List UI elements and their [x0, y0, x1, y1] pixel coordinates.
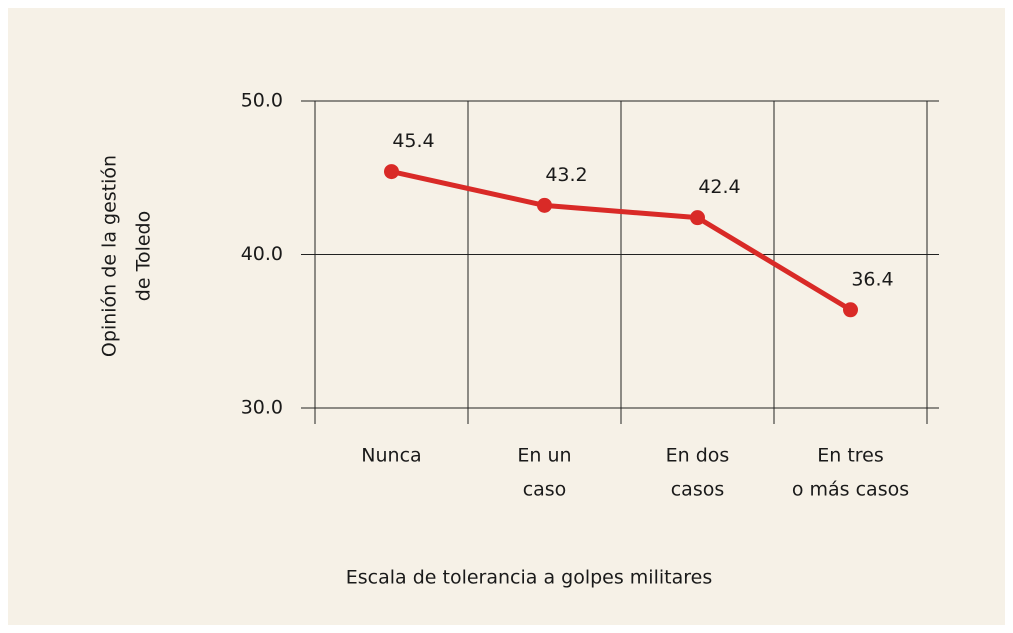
point [384, 164, 399, 180]
x-tick-label: casos [671, 479, 725, 501]
data-label: 45.4 [392, 130, 434, 152]
point [690, 210, 705, 226]
x-tick-label: En tres [817, 445, 884, 467]
line [390, 169, 852, 312]
data-label: 43.2 [545, 164, 587, 186]
y-tick-label: 50.0 [241, 90, 283, 112]
x-tick-label: En un [517, 445, 571, 467]
data-label: 36.4 [851, 268, 893, 290]
data-label: 42.4 [698, 176, 740, 198]
y-axis-label-line: Opinión de la gestión [99, 155, 121, 357]
x-tick-label: o más casos [792, 479, 909, 501]
y-tick-label: 30.0 [241, 397, 283, 419]
x-tick-label: caso [523, 479, 567, 501]
y-axis-label: Opinión de la gestión de Toledo [99, 155, 155, 357]
x-tick-label: Nunca [361, 445, 421, 467]
x-tick-label: En dos [666, 445, 730, 467]
point [537, 197, 552, 213]
x-axis-label: Escala de tolerancia a golpes militares [346, 567, 712, 589]
panel [8, 8, 1005, 625]
y-tick-label: 40.0 [241, 243, 283, 265]
point [843, 302, 858, 318]
y-axis-label-line: de Toledo [133, 211, 155, 301]
